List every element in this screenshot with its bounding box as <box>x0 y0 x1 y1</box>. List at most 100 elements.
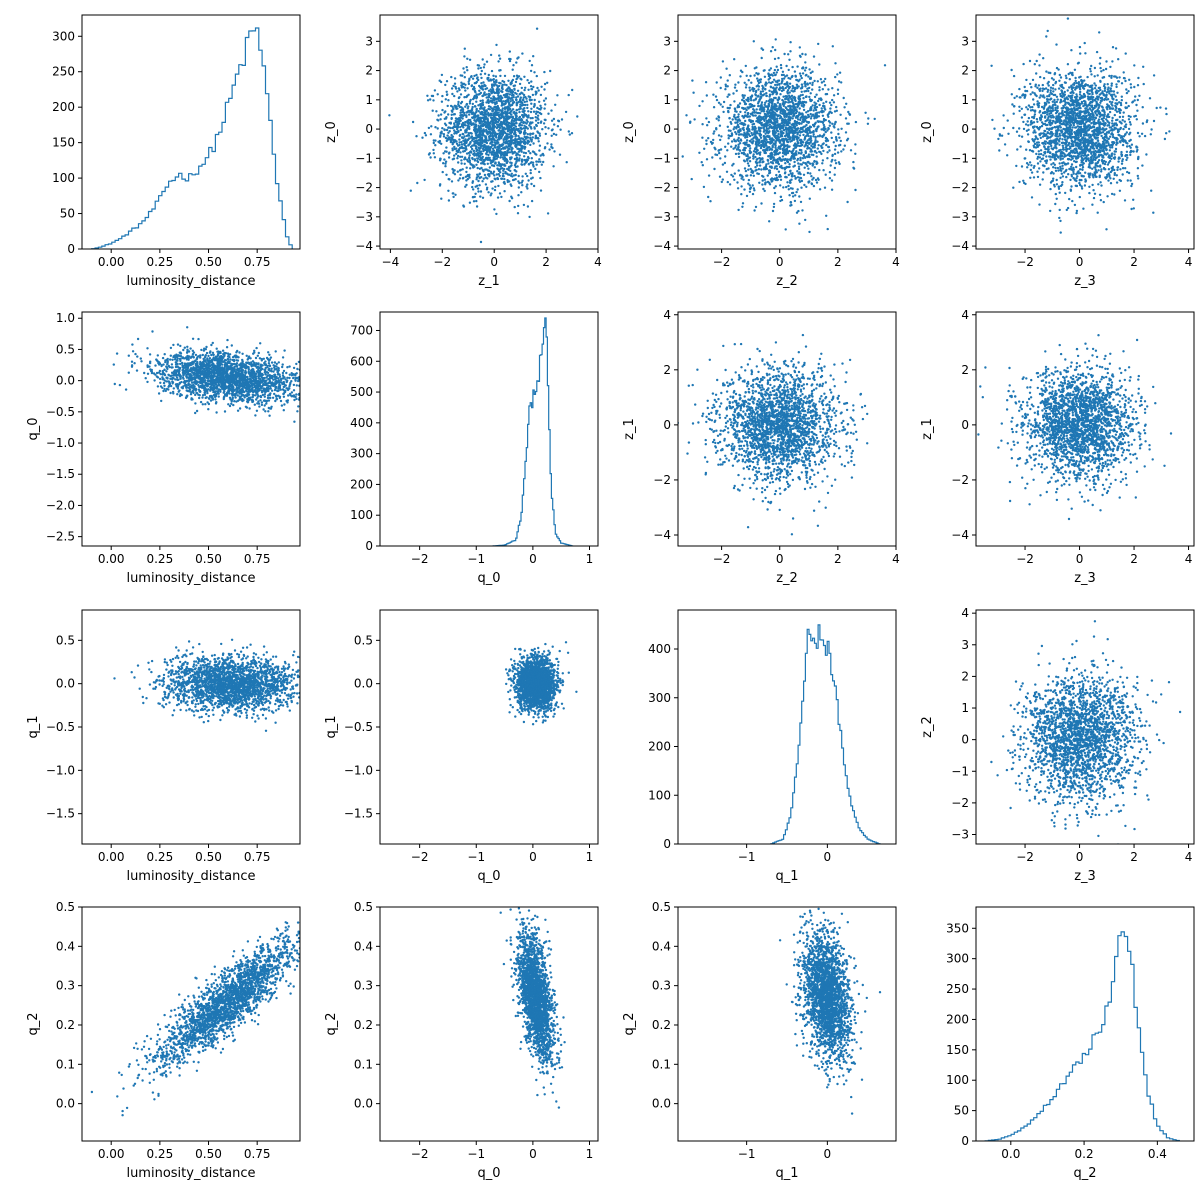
scatter-point <box>818 150 821 153</box>
scatter-point <box>1082 207 1085 210</box>
scatter-point <box>816 135 820 138</box>
scatter-point <box>786 160 789 163</box>
scatter-point <box>768 220 771 223</box>
scatter-point <box>691 79 694 82</box>
scatter-point <box>458 141 461 144</box>
scatter-point <box>706 124 709 127</box>
scatter-point <box>1052 90 1055 93</box>
scatter-point <box>759 90 763 93</box>
scatter-point <box>474 192 477 195</box>
scatter-point <box>477 134 480 137</box>
scatter-point <box>463 162 466 165</box>
scatter-point <box>827 120 831 123</box>
scatter-point <box>510 127 514 131</box>
scatter-point <box>1100 70 1103 73</box>
scatter-point <box>452 195 455 199</box>
scatter-point <box>530 98 533 102</box>
scatter-point <box>753 67 756 70</box>
scatter-point <box>804 218 807 222</box>
scatter-point <box>786 123 790 127</box>
scatter-point <box>492 108 495 111</box>
scatter-point <box>1099 199 1103 202</box>
scatter-point <box>760 121 763 125</box>
scatter-point <box>776 121 779 124</box>
scatter-point <box>465 102 469 106</box>
scatter-point <box>543 70 546 74</box>
scatter-point <box>540 163 543 166</box>
scatter-point <box>751 142 754 145</box>
x-tick-label: −4 <box>382 255 400 269</box>
scatter-point <box>576 115 579 118</box>
scatter-point <box>767 118 771 121</box>
scatter-point <box>774 83 777 87</box>
scatter-point <box>758 120 761 123</box>
scatter-point <box>811 83 814 87</box>
scatter-point <box>775 65 778 68</box>
scatter-point <box>492 164 496 168</box>
scatter-point <box>763 103 766 107</box>
scatter-point <box>771 156 775 159</box>
scatter-point <box>496 117 499 121</box>
scatter-point <box>730 140 734 143</box>
scatter-point <box>538 149 541 152</box>
scatter-point <box>740 185 743 188</box>
scatter-point <box>797 98 801 101</box>
scatter-point <box>464 124 467 127</box>
scatter-point <box>543 147 547 150</box>
scatter-point <box>482 81 485 84</box>
scatter-point <box>763 151 766 155</box>
scatter-point <box>754 155 757 159</box>
scatter-point <box>742 126 745 129</box>
scatter-point <box>520 124 524 127</box>
scatter-point <box>786 90 789 94</box>
scatter-point <box>474 185 477 188</box>
scatter-point <box>498 126 502 130</box>
plot-area <box>681 38 887 234</box>
scatter-point <box>758 164 762 167</box>
scatter-point <box>730 173 733 177</box>
scatter-point <box>476 166 479 170</box>
scatter-point <box>549 69 552 73</box>
y-tick-label: 100 <box>52 171 75 185</box>
scatter-point <box>750 81 753 84</box>
scatter-point <box>499 120 503 124</box>
x-tick-label: 0.25 <box>146 255 173 269</box>
scatter-point <box>775 127 779 130</box>
scatter-point <box>833 152 837 156</box>
scatter-point <box>512 174 516 177</box>
scatter-point <box>486 186 489 189</box>
scatter-point <box>773 186 776 190</box>
scatter-point <box>532 85 535 89</box>
histogram-step <box>91 27 293 249</box>
scatter-point <box>776 101 780 104</box>
scatter-point <box>537 121 540 125</box>
scatter-point <box>524 172 527 175</box>
scatter-point <box>797 95 800 98</box>
scatter-point <box>513 169 517 172</box>
scatter-point <box>769 98 773 102</box>
scatter-point <box>814 108 817 111</box>
scatter-point <box>500 90 504 93</box>
scatter-point <box>534 152 537 156</box>
scatter-point <box>1130 184 1133 188</box>
scatter-point <box>741 94 744 98</box>
scatter-point <box>1070 163 1074 166</box>
scatter-point <box>759 129 762 133</box>
scatter-point <box>509 83 512 86</box>
scatter-point <box>534 112 538 116</box>
scatter-point <box>824 130 827 134</box>
scatter-point <box>450 75 453 79</box>
scatter-point <box>500 177 503 180</box>
scatter-point <box>798 195 801 198</box>
scatter-point <box>815 93 818 96</box>
scatter-point <box>533 98 536 102</box>
scatter-point <box>514 135 517 138</box>
scatter-point <box>450 180 454 183</box>
scatter-point <box>827 127 830 131</box>
scatter-point <box>707 195 710 199</box>
scatter-point <box>488 125 491 128</box>
scatter-point <box>730 145 733 148</box>
scatter-point <box>481 88 485 91</box>
scatter-point <box>756 116 759 119</box>
scatter-point <box>765 92 768 95</box>
